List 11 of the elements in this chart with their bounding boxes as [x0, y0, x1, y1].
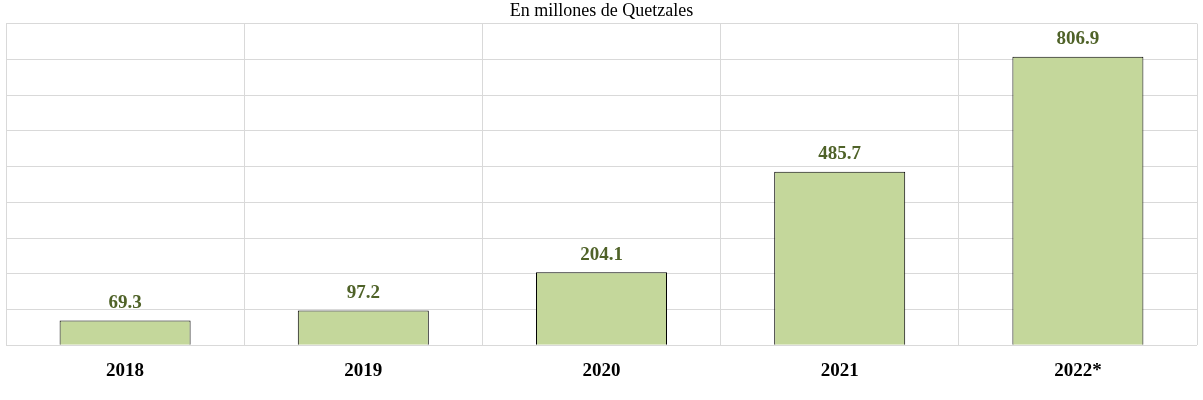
data-label: 806.9	[1056, 27, 1100, 49]
data-label: 204.1	[580, 242, 623, 264]
x-tick-label: 2018	[106, 358, 145, 380]
chart-title: En millones de Quetzales	[509, 0, 694, 20]
x-tick-label: 2020	[582, 358, 621, 380]
data-label: 69.3	[108, 290, 142, 312]
x-tick-label: 2019	[344, 358, 383, 380]
x-tick-label: 2021	[820, 358, 859, 380]
x-tick-label: 2022*	[1054, 358, 1102, 380]
data-label: 485.7	[818, 142, 862, 164]
data-label: 97.2	[346, 280, 380, 302]
